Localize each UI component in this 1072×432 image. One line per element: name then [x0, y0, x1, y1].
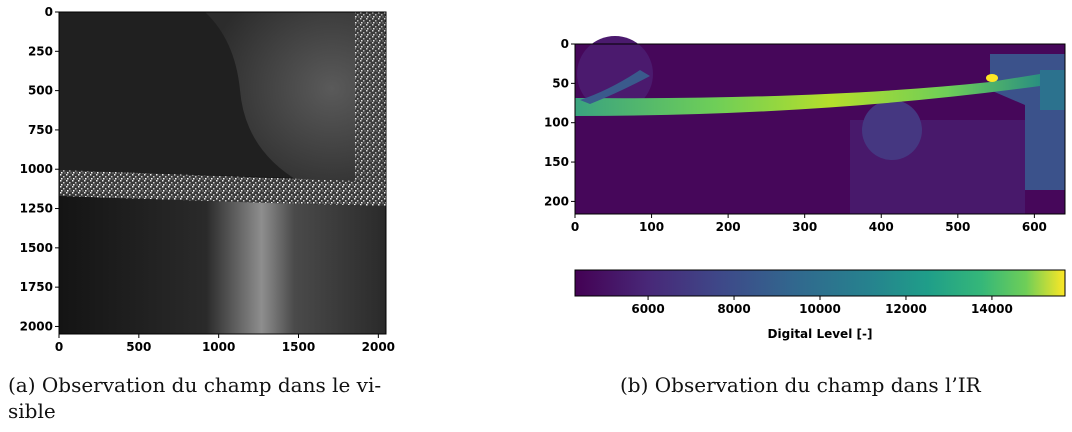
ir-x-tick: 100: [639, 220, 664, 234]
visible-y-tick: 1750: [20, 280, 53, 294]
ir-x-tick: 400: [869, 220, 894, 234]
visible-image-frame: [58, 11, 387, 335]
visible-x-tick: 2000: [362, 340, 395, 354]
colorbar-label: Digital Level [-]: [768, 327, 873, 341]
colorbar-tick: 12000: [885, 302, 927, 316]
visible-x-tick: 1500: [282, 340, 315, 354]
caption-a-line1: (a) Observation du champ dans le vi-: [8, 373, 382, 397]
ir-y-tick: 0: [561, 37, 569, 51]
visible-y-tick: 750: [28, 123, 53, 137]
ir-image-frame: [574, 43, 1066, 215]
visible-y-tick: 250: [28, 44, 53, 58]
colorbar-tick: 14000: [971, 302, 1013, 316]
ir-y-tick: 150: [544, 155, 569, 169]
visible-x-tick: 0: [55, 340, 63, 354]
colorbar-axis: 6000 8000 10000 12000 14000: [631, 296, 1013, 316]
ir-x-tick: 500: [945, 220, 970, 234]
ir-y-tick: 200: [544, 194, 569, 208]
ir-x-tick: 200: [716, 220, 741, 234]
caption-a-line2: sible: [8, 399, 56, 423]
ir-image: [575, 36, 1065, 214]
visible-x-tick: 1000: [202, 340, 235, 354]
visible-image: [59, 12, 386, 334]
colorbar-tick: 6000: [631, 302, 664, 316]
ir-x-tick: 600: [1022, 220, 1047, 234]
visible-y-tick: 2000: [20, 319, 53, 333]
ir-y-axis: 0 50 100 150 200: [544, 37, 575, 208]
ir-y-tick: 100: [544, 116, 569, 130]
visible-y-tick: 1000: [20, 162, 53, 176]
colorbar-tick: 8000: [717, 302, 750, 316]
ir-x-axis: 0 100 200 300 400 500 600: [571, 214, 1047, 234]
visible-y-tick: 1500: [20, 241, 53, 255]
colorbar-tick: 10000: [799, 302, 841, 316]
caption-b: (b) Observation du champ dans l’IR: [620, 373, 981, 397]
visible-y-axis: 0 250 500 750 1000 1250 1500 1750 2000: [20, 5, 59, 333]
visible-y-tick: 500: [28, 84, 53, 98]
visible-image-panel: 0 250 500 750 1000 1250 1500 1750 2000 0 500 1000 1…: [20, 5, 395, 354]
caption-a: (a) Observation du champ dans le vi- sib…: [8, 372, 428, 424]
ir-y-tick: 50: [552, 76, 569, 90]
visible-y-tick: 0: [45, 5, 53, 19]
visible-x-tick: 500: [126, 340, 151, 354]
ir-x-tick: 0: [571, 220, 579, 234]
visible-y-tick: 1250: [20, 202, 53, 216]
colorbar: [575, 270, 1065, 296]
ir-image-panel: 0 50 100 150 200 0 100 200 300 400 500 600 6000 800…: [544, 36, 1066, 341]
ir-x-tick: 300: [792, 220, 817, 234]
visible-x-axis: 0 500 1000 1500 2000: [55, 334, 395, 354]
